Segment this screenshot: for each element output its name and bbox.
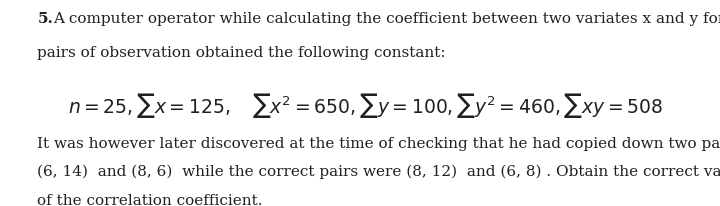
Text: of the correlation coefficient.: of the correlation coefficient. <box>37 194 263 206</box>
Text: $n = 25, \sum x = 125,\quad \sum x^2 = 650, \sum y = 100,\sum y^2 = 460, \sum xy: $n = 25, \sum x = 125,\quad \sum x^2 = 6… <box>68 91 663 120</box>
Text: A computer operator while calculating the coefficient between two variates x and: A computer operator while calculating th… <box>53 12 720 26</box>
Text: It was however later discovered at the time of checking that he had copied down : It was however later discovered at the t… <box>37 137 720 151</box>
Text: (6, 14)  and (8, 6)  while the correct pairs were (8, 12)  and (6, 8) . Obtain t: (6, 14) and (8, 6) while the correct pai… <box>37 165 720 179</box>
Text: pairs of observation obtained the following constant:: pairs of observation obtained the follow… <box>37 46 446 60</box>
Text: 5.: 5. <box>37 12 53 26</box>
